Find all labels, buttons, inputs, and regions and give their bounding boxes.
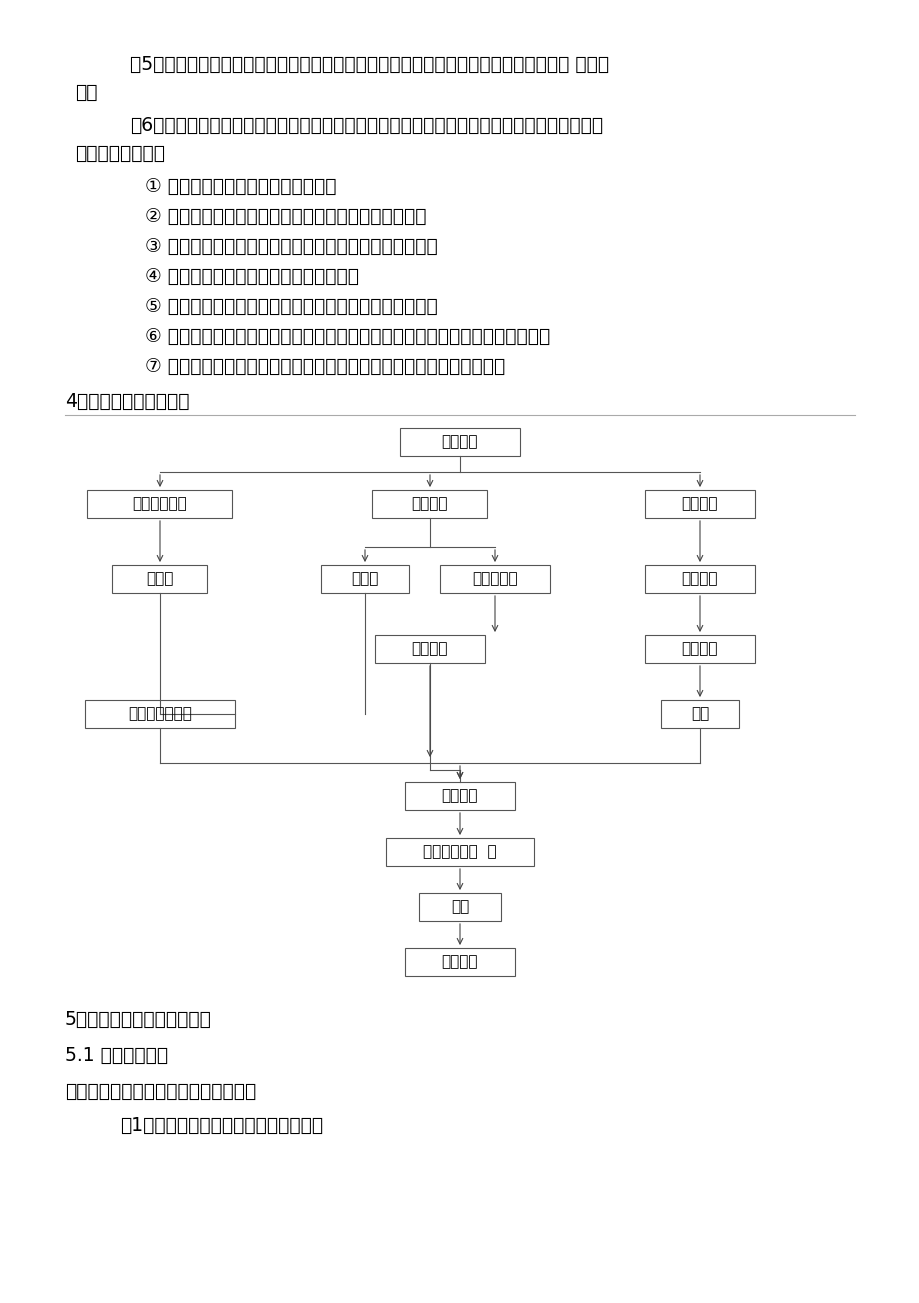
- Text: ② 室内地面的基层施工完毕，并在墙上标出地面标高；: ② 室内地面的基层施工完毕，并在墙上标出地面标高；: [145, 207, 426, 225]
- Bar: [372, 490, 487, 519]
- Text: 照明配管: 照明配管: [681, 496, 718, 512]
- Text: 接地测试: 接地测试: [412, 641, 448, 657]
- Bar: [644, 490, 754, 519]
- Bar: [85, 700, 234, 728]
- Text: 电力系统受送  电: 电力系统受送 电: [423, 844, 496, 860]
- Bar: [400, 427, 519, 456]
- Text: ⑦ 施工设施及杂物须清除干净，并有足够的安装用地，施工道路畅通。: ⑦ 施工设施及杂物须清除干净，并有足够的安装用地，施工道路畅通。: [145, 357, 505, 377]
- Text: 要求，内容如下：: 要求，内容如下：: [75, 145, 165, 163]
- Text: ④ 配电室门窗安装完毕，具备封闭条件；: ④ 配电室门窗安装完毕，具备封闭条件；: [145, 267, 358, 285]
- Text: 4、施工程序（见下图）: 4、施工程序（见下图）: [65, 392, 189, 410]
- Bar: [112, 566, 208, 593]
- Text: 试灯: 试灯: [690, 706, 709, 722]
- Bar: [644, 635, 754, 663]
- Text: （1）屋顶、楼板施工完毕，不得渗漏；: （1）屋顶、楼板施工完毕，不得渗漏；: [119, 1115, 323, 1135]
- Text: ③ 预埋件及预留孔位置应符合设计要求，预埋件应牢固；: ③ 预埋件及预留孔位置应符合设计要求，预埋件应牢固；: [145, 237, 437, 255]
- Bar: [404, 782, 515, 810]
- Text: 试车: 试车: [450, 899, 469, 915]
- Bar: [660, 700, 738, 728]
- Text: ⑤ 设备安装后不能再有可能损坏已安装设备的装饰工作；: ⑤ 设备安装后不能再有可能损坏已安装设备的装饰工作；: [145, 297, 437, 317]
- Text: 交工验收: 交工验收: [441, 955, 478, 969]
- Text: （5）根据项目特点，组织学习安全规程及规章制度，开工前对施工人员进行全面的安全 技术交: （5）根据项目特点，组织学习安全规程及规章制度，开工前对施工人员进行全面的安全 …: [130, 55, 608, 74]
- Text: 5.1 变压器的安装: 5.1 变压器的安装: [65, 1046, 168, 1065]
- Text: 底。: 底。: [75, 83, 97, 102]
- Bar: [321, 566, 409, 593]
- Text: 5、电气安装质量及技术措施: 5、电气安装质量及技术措施: [65, 1010, 211, 1029]
- Text: 灯具安装: 灯具安装: [681, 641, 718, 657]
- Text: 施工准备: 施工准备: [441, 434, 478, 450]
- Bar: [87, 490, 233, 519]
- Bar: [375, 635, 484, 663]
- Bar: [418, 893, 501, 921]
- Text: 设备安装前，建筑工程应具备的条件：: 设备安装前，建筑工程应具备的条件：: [65, 1081, 256, 1101]
- Bar: [404, 949, 515, 976]
- Bar: [386, 838, 533, 866]
- Text: 预制预埋: 预制预埋: [412, 496, 448, 512]
- Text: ① 屋顶、楼板施工完毕，不得渗漏；: ① 屋顶、楼板施工完毕，不得渗漏；: [145, 177, 336, 195]
- Text: （6）施工前组织与土建及相关专业进行工序交接，核实土建及相关专业工程是否达到电气施工: （6）施工前组织与土建及相关专业进行工序交接，核实土建及相关专业工程是否达到电气…: [130, 116, 603, 136]
- Text: 暗配管: 暗配管: [351, 572, 379, 586]
- Text: 系统试验: 系统试验: [441, 788, 478, 804]
- Text: ⑥ 混凝土基础及构架达到允许安装的强度，设备支架焊接质量应符合设计要求；: ⑥ 混凝土基础及构架达到允许安装的强度，设备支架焊接质量应符合设计要求；: [145, 327, 550, 347]
- Text: 电气设备安装: 电气设备安装: [132, 496, 187, 512]
- Bar: [644, 566, 754, 593]
- Text: 明配管: 明配管: [146, 572, 174, 586]
- Bar: [439, 566, 550, 593]
- Text: 电缆敏设及试验: 电缆敏设及试验: [128, 706, 192, 722]
- Text: 接地线敏设: 接地线敏设: [471, 572, 517, 586]
- Text: 照明穿线: 照明穿线: [681, 572, 718, 586]
